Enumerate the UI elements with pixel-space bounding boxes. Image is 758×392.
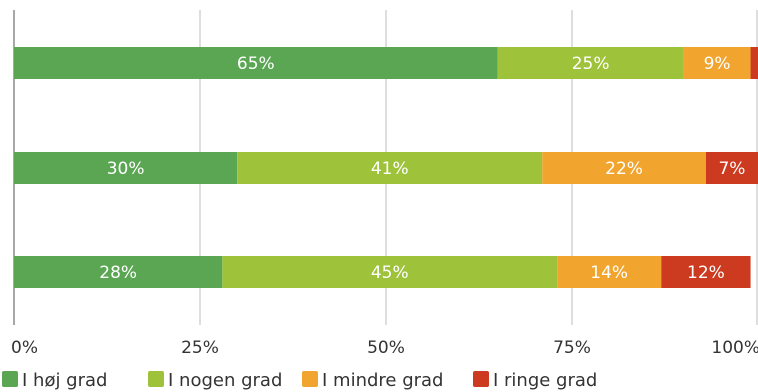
x-tick-label: 75% <box>553 338 591 358</box>
x-tick-label: 50% <box>367 338 405 358</box>
bar-row-3-series-3 <box>557 256 662 288</box>
bar-row-1-series-4 <box>750 47 758 79</box>
data-label: 7% <box>718 159 745 179</box>
legend-swatch <box>2 371 18 387</box>
bars: 65% 25% 9% 30% 41% 22% 7% 28% 45% 14% 12% <box>14 47 758 288</box>
bar-row-1-series-2 <box>497 47 684 79</box>
data-label: 9% <box>704 54 731 74</box>
x-axis-ticks: 0% 25% 50% 75% 100% <box>11 338 758 358</box>
bar-row-2-series-3 <box>542 152 706 184</box>
legend-label: I ringe grad <box>493 370 597 391</box>
bar-row-1-series-3 <box>683 47 751 79</box>
bar-row-2-series-2 <box>237 152 543 184</box>
data-label: 45% <box>371 263 409 283</box>
legend-swatch <box>148 371 164 387</box>
data-label: 41% <box>371 159 409 179</box>
data-label: 30% <box>107 159 145 179</box>
legend-swatch <box>302 371 318 387</box>
legend-label: I mindre grad <box>322 370 443 391</box>
data-label: 65% <box>237 54 275 74</box>
data-label: 22% <box>605 159 643 179</box>
legend-label: I høj grad <box>22 370 107 391</box>
x-tick-label: 100% <box>711 338 758 358</box>
bar-row-1-series-1 <box>14 47 498 79</box>
legend-swatch <box>473 371 489 387</box>
bar-row-3-series-1 <box>14 256 223 288</box>
x-tick-label: 0% <box>11 338 38 358</box>
x-tick-label: 25% <box>181 338 219 358</box>
bar-row-3-series-4 <box>661 256 751 288</box>
data-label: 14% <box>590 263 628 283</box>
legend-label: I nogen grad <box>168 370 282 391</box>
legend: I høj grad I nogen grad I mindre grad I rin… <box>2 370 597 391</box>
data-label: 28% <box>99 263 137 283</box>
data-label: 25% <box>572 54 610 74</box>
data-label: 12% <box>687 263 725 283</box>
bar-row-3-series-2 <box>222 256 558 288</box>
bar-row-2-series-1 <box>14 152 238 184</box>
bar-row-2-series-4 <box>705 152 758 184</box>
